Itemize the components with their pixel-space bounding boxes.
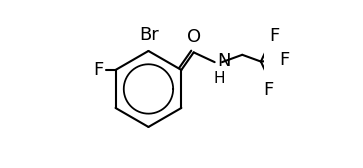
- Text: F: F: [264, 81, 274, 99]
- Text: F: F: [280, 51, 290, 69]
- Text: F: F: [270, 27, 280, 45]
- Text: N: N: [217, 52, 231, 70]
- Text: Br: Br: [139, 26, 159, 44]
- Text: O: O: [187, 28, 201, 46]
- Text: H: H: [213, 71, 225, 86]
- Text: F: F: [94, 61, 104, 79]
